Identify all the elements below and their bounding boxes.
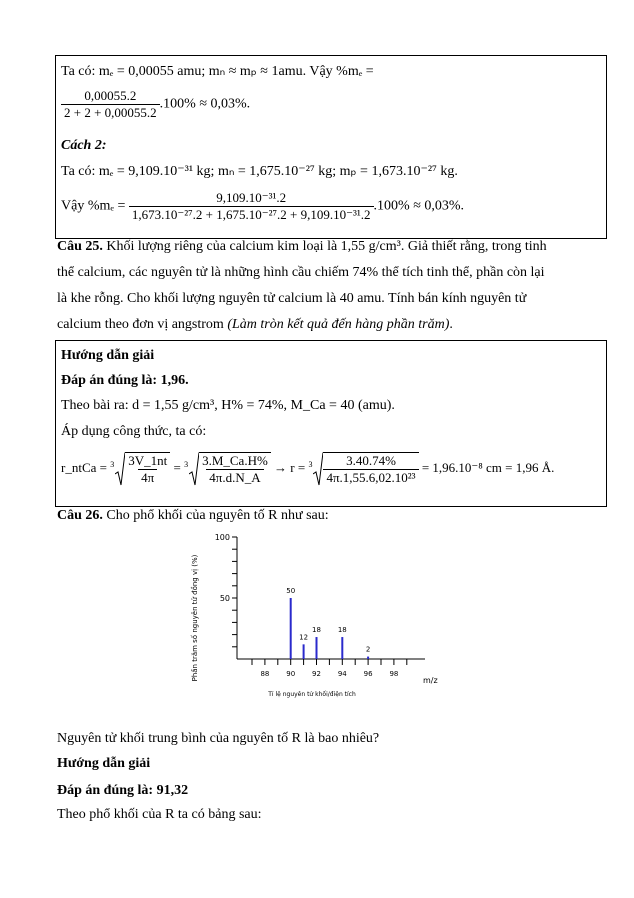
root-index: 3 — [184, 460, 189, 469]
text: . — [449, 317, 453, 332]
text: .100% ≈ 0,03%. — [159, 96, 251, 112]
method-heading: Cách 2: — [61, 138, 107, 153]
data-label: 18 — [338, 626, 347, 634]
question-26: Câu 26. Cho phổ khối của nguyên tố R như… — [57, 507, 329, 525]
solution-heading: Hướng dẫn giải — [61, 348, 155, 363]
y-tick-label: 100 — [215, 533, 230, 542]
cube-root: 3 3.40.74% 4π.1,55.6,02.10²³ — [308, 452, 419, 486]
x-tick-label: 88 — [260, 670, 269, 678]
radical-sign-icon — [189, 452, 200, 486]
text: (Làm tròn kết quả đến hàng phần trăm) — [227, 317, 450, 332]
cube-root: 3 3V_1nt 4π — [110, 452, 171, 486]
text: .100% ≈ 0,03%. — [373, 198, 465, 214]
text-line: Theo bài ra: d = 1,55 g/cm³, H% = 74%, M… — [61, 398, 395, 413]
radical-sign-icon — [115, 452, 126, 486]
denominator: 4π.1,55.6,02.10²³ — [323, 469, 419, 486]
cube-root: 3 3.M_Ca.H% 4π.d.N_A — [184, 452, 271, 486]
denominator: 2 + 2 + 0,00055.2 — [61, 104, 160, 121]
x-tick-label: 94 — [338, 670, 347, 678]
question-label: Câu 26. — [57, 508, 103, 523]
numerator: 9,109.10⁻³¹.2 — [216, 190, 287, 205]
text: = 1,96.10⁻⁸ cm = 1,96 Å. — [421, 459, 555, 475]
text-line: Theo phổ khối của R ta có bảng sau: — [57, 807, 262, 822]
y-axis-label: Phần trăm số nguyên tử đồng vị (%) — [191, 554, 199, 681]
x-axis-label: Tỉ lệ nguyên tử khối/điện tích — [267, 691, 356, 698]
numerator: 0,00055.2 — [84, 88, 137, 103]
x-tick-label: 96 — [364, 670, 373, 678]
data-label: 2 — [366, 646, 370, 654]
solution-heading: Hướng dẫn giải — [57, 756, 151, 771]
text: calcium theo đơn vị angstrom — [57, 317, 228, 332]
fraction-line: 0,00055.2 2 + 2 + 0,00055.2.100% ≈ 0,03%. — [61, 88, 250, 121]
data-label: 50 — [286, 587, 295, 595]
data-label: 12 — [299, 633, 308, 641]
text-line: là khe rỗng. Cho khối lượng nguyên tử ca… — [57, 291, 527, 306]
text: Cho phổ khối của nguyên tố R như sau: — [102, 508, 329, 523]
text: r_ntCa = — [61, 459, 107, 475]
answer: Đáp án đúng là: 91,32 — [57, 783, 189, 798]
text-line: Áp dụng công thức, ta có: — [61, 424, 207, 439]
denominator: 4π — [138, 469, 158, 486]
question-25: Câu 25. Khối lượng riêng của calcium kim… — [57, 238, 547, 256]
root-index: 3 — [110, 460, 115, 469]
solution-box-24 — [55, 55, 607, 239]
data-label: 18 — [312, 626, 321, 634]
numerator: 3.40.74% — [346, 453, 396, 468]
text: Khối lượng riêng của calcium kim loại là… — [106, 239, 547, 254]
text-line: Ta có: mₑ = 0,00055 amu; mₙ ≈ mₚ ≈ 1amu.… — [61, 64, 374, 79]
denominator: 1,673.10⁻²⁷.2 + 1,675.10⁻²⁷.2 + 9,109.10… — [128, 206, 374, 223]
text-line: Ta có: mₑ = 9,109.10⁻³¹ kg; mₙ = 1,675.1… — [61, 164, 458, 179]
text: → r = — [274, 459, 306, 475]
answer: Đáp án đúng là: 1,96. — [61, 373, 189, 388]
text-line: thể calcium, các nguyên tử là những hình… — [57, 265, 545, 280]
solution-box-25 — [55, 340, 607, 507]
text: Vậy %mₑ = — [61, 198, 126, 214]
numerator: 3V_1nt — [128, 453, 168, 468]
x-tick-label: 92 — [312, 670, 321, 678]
root-index: 3 — [308, 460, 313, 469]
radical-sign-icon — [313, 452, 324, 486]
text-line: calcium theo đơn vị angstrom (Làm tròn k… — [57, 316, 453, 334]
x-tick-label: 90 — [286, 670, 295, 678]
formula: r_ntCa = 3 3V_1nt 4π = 3 3.M_Ca.H% 4π.d.N_A … — [61, 452, 555, 486]
mass-spectrum-chart: Phần trăm số nguyên tử đồng vị (%) Tỉ lệ… — [191, 533, 438, 698]
x-tick-label: 98 — [389, 670, 398, 678]
x-axis-unit: m/z — [423, 676, 438, 685]
y-tick-label: 50 — [220, 594, 230, 603]
denominator: 4π.d.N_A — [206, 469, 264, 486]
question-label: Câu 25. — [57, 239, 103, 254]
text-line: Nguyên tử khối trung bình của nguyên tố … — [57, 731, 380, 746]
numerator: 3.M_Ca.H% — [202, 453, 268, 468]
fraction-line: Vậy %mₑ = 9,109.10⁻³¹.2 1,673.10⁻²⁷.2 + 1… — [61, 190, 464, 223]
